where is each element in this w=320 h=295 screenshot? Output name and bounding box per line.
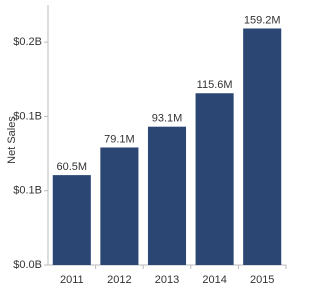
- bar: [195, 93, 234, 265]
- bar: [52, 175, 91, 265]
- bar: [147, 126, 187, 266]
- bar: [243, 28, 282, 265]
- y-tick-label: $0.0B: [13, 259, 42, 271]
- y-tick-label: $0.2B: [13, 36, 42, 48]
- value-label: 115.6M: [197, 79, 233, 91]
- x-tick-label: 2015: [250, 274, 274, 286]
- value-label: 159.2M: [244, 14, 281, 26]
- bar: [100, 147, 139, 265]
- value-label: 93.1M: [152, 113, 183, 125]
- y-tick-label: $0.1B: [13, 185, 42, 197]
- value-label: 60.5M: [57, 161, 88, 173]
- x-tick-label: 2012: [107, 274, 131, 286]
- chart: Net Sales $0.0B $0.1B $0.1B $0.2B 2011 60.5M 2…: [6, 5, 287, 286]
- x-tick-label: 2011: [60, 274, 84, 286]
- x-tick-label: 2014: [202, 274, 226, 286]
- y-tick-label: $0.1B: [13, 110, 42, 122]
- x-tick-label: 2013: [155, 274, 179, 286]
- y-axis-title: Net Sales: [6, 116, 18, 164]
- value-label: 79.1M: [104, 133, 135, 145]
